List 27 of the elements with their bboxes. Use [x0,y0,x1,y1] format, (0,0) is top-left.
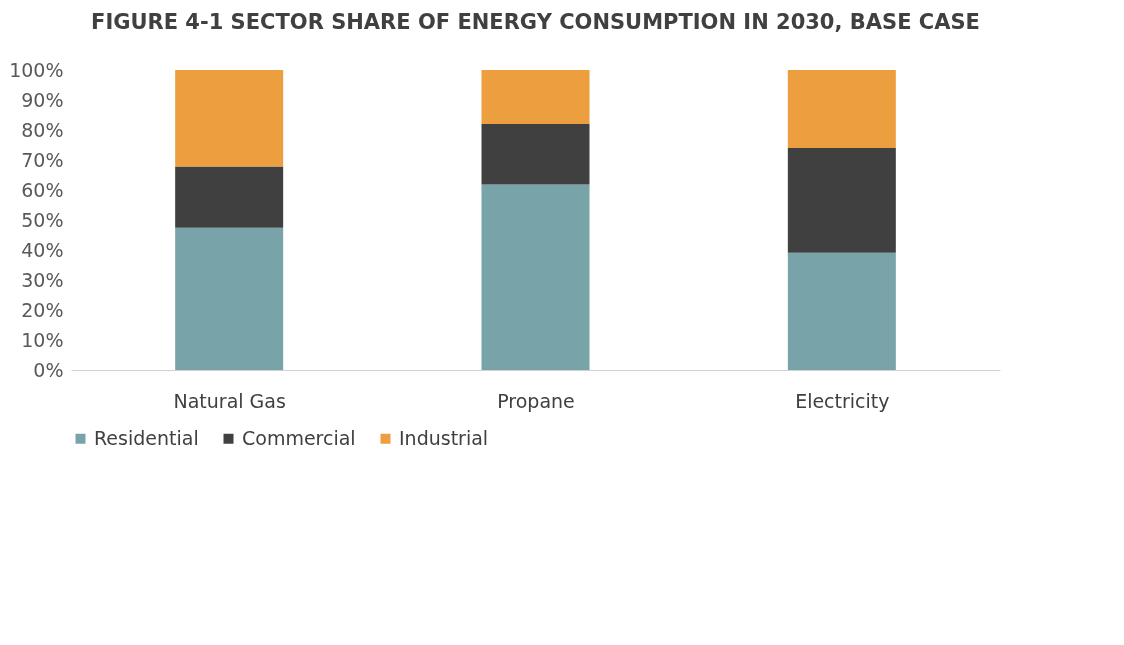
y-tick-label: 100% [9,58,64,81]
bar [787,252,896,370]
y-tick-label: 50% [21,208,64,231]
bar [787,148,896,253]
x-tick-label: Natural Gas [173,389,286,412]
bar [175,227,284,370]
y-tick-label: 30% [21,268,64,291]
chart-title: FIGURE 4-1 SECTOR SHARE OF ENERGY CONSUMPTION IN 2030, BASE CASE [91,10,980,34]
legend-label: Commercial [242,426,356,449]
bar [481,184,590,370]
bar [481,124,590,185]
bar [175,166,284,228]
x-tick-label: Electricity [795,389,890,412]
x-tick-label: Propane [497,389,575,412]
y-tick-label: 40% [21,238,64,261]
y-tick-label: 60% [21,178,64,201]
y-tick-label: 0% [33,358,64,381]
y-tick-label: 20% [21,298,64,321]
bar [481,70,590,124]
y-tick-label: 10% [21,328,64,351]
legend-label: Industrial [399,426,489,449]
y-tick-label: 80% [21,118,64,141]
legend-label: Residential [94,426,199,449]
bar [787,70,896,148]
y-tick-label: 70% [21,148,64,171]
y-tick-label: 90% [21,88,64,111]
bar [175,70,284,167]
